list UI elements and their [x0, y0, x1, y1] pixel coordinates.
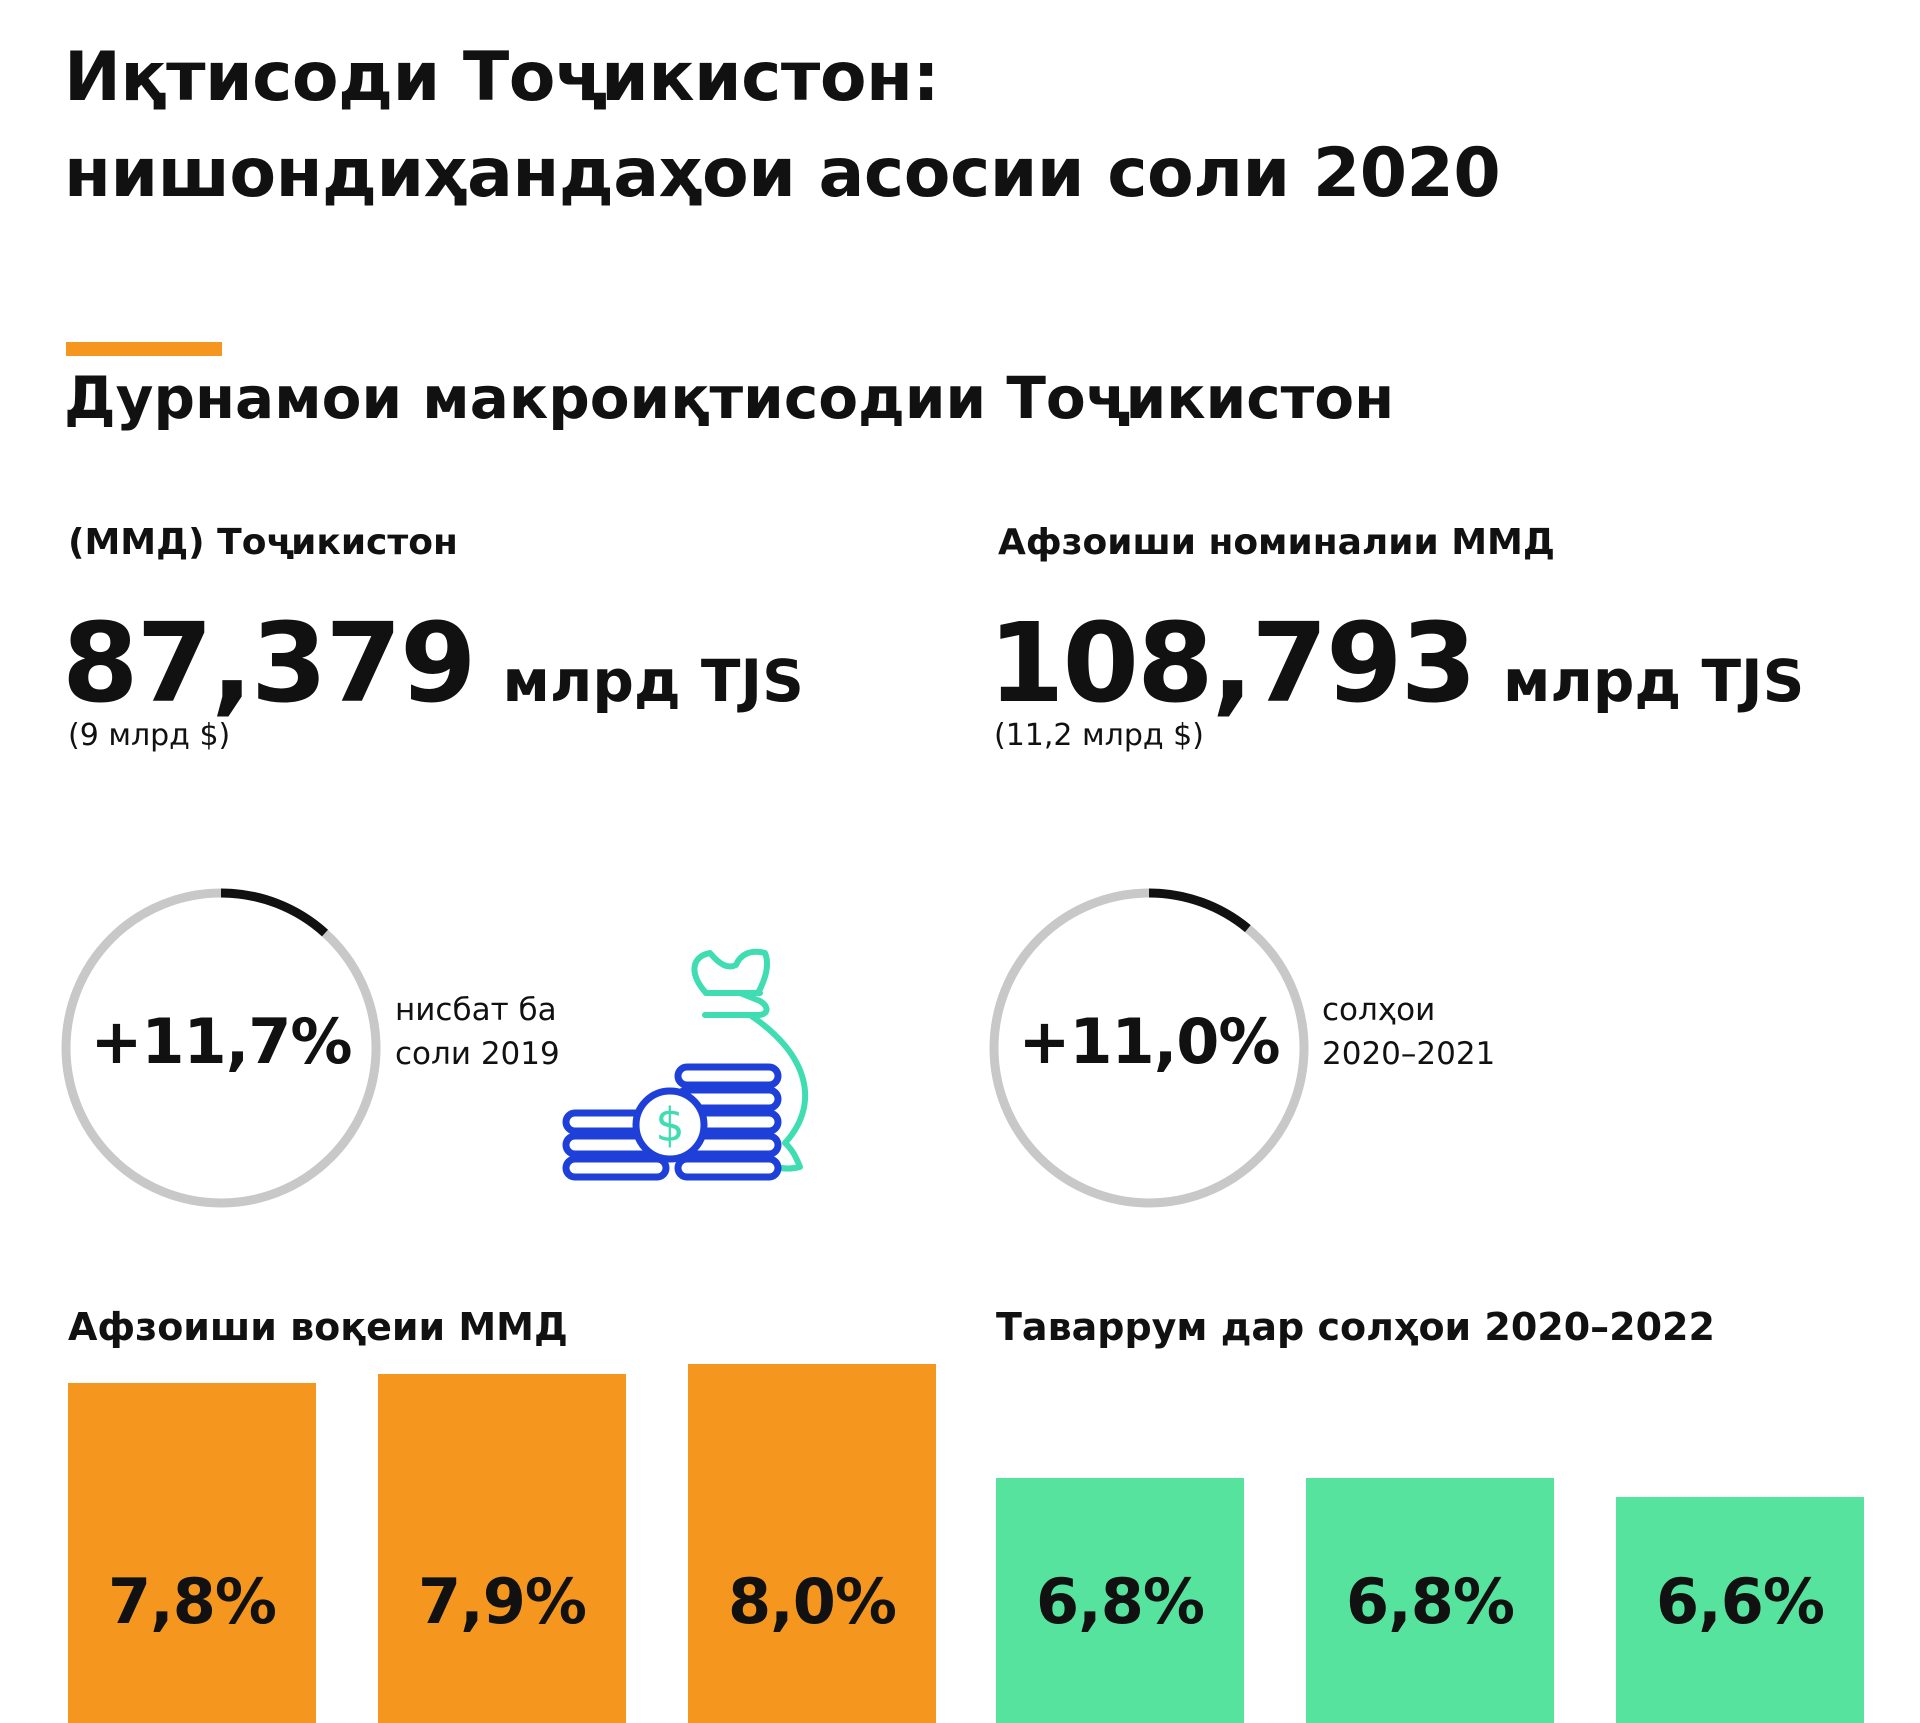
gauge-left-progress: [61, 888, 381, 1208]
gauge-left-note-line2: соли 2019: [395, 1036, 560, 1072]
gauge-left-note: нисбат ба соли 2019: [395, 988, 560, 1076]
bar-label-1-0: 6,8%: [1036, 1565, 1205, 1638]
bar-1-0: [996, 1478, 1244, 1723]
bar-chart-title-real-gdp: Афзоиши воқеии ММД: [68, 1305, 568, 1349]
bar-label-0-1: 7,9%: [418, 1565, 587, 1638]
kpi-right-number: 108,793: [988, 599, 1477, 727]
bar-0-0: [68, 1383, 316, 1723]
money-bag-coins-icon: $: [562, 948, 809, 1181]
page-title: Иқтисоди Тоҷикистон: нишондиҳандаҳои асо…: [64, 30, 1501, 222]
gauge-left: [61, 888, 381, 1208]
gauge-right: [989, 888, 1309, 1208]
title-line-1: Иқтисоди Тоҷикистон:: [64, 38, 940, 117]
title-line-2: нишондиҳандаҳои асосии соли 2020: [64, 134, 1501, 213]
kpi-right-value: 108,793 млрд TJS: [988, 608, 1804, 736]
gauge-right-value: +11,0%: [1018, 1005, 1280, 1078]
bar-0-2: [688, 1364, 936, 1723]
bar-label-1-2: 6,6%: [1656, 1565, 1825, 1638]
kpi-right-sub: (11,2 млрд $): [994, 718, 1204, 753]
bar-1-1: [1306, 1478, 1554, 1723]
svg-text:$: $: [655, 1098, 684, 1152]
gauge-right-progress: [989, 888, 1309, 1208]
kpi-left-unit: млрд TJS: [502, 647, 804, 715]
kpi-right-unit: млрд TJS: [1503, 647, 1805, 715]
gauge-right-note-line2: 2020–2021: [1322, 1036, 1496, 1072]
bar-0-1: [378, 1374, 626, 1723]
accent-divider: [66, 342, 222, 356]
kpi-left-value: 87,379 млрд TJS: [62, 608, 804, 736]
bar-chart-title-inflation: Таваррум дар солҳои 2020–2022: [996, 1305, 1715, 1349]
bar-1-2: [1616, 1497, 1864, 1723]
kpi-left-number: 87,379: [62, 599, 476, 727]
kpi-left-sub: (9 млрд $): [68, 718, 231, 753]
kpi-left-label: (ММД) Тоҷикистон: [68, 522, 458, 563]
gauge-right-note-line1: солҳои: [1322, 992, 1436, 1028]
gauge-left-value: +11,7%: [90, 1005, 352, 1078]
gauge-left-note-line1: нисбат ба: [395, 992, 557, 1028]
bar-label-0-0: 7,8%: [108, 1565, 277, 1638]
section-title: Дурнамои макроиқтисодии Тоҷикистон: [64, 364, 1395, 432]
kpi-right-label: Афзоиши номиналии ММД: [998, 522, 1555, 563]
bar-label-0-2: 8,0%: [728, 1565, 897, 1638]
gauge-right-note: солҳои 2020–2021: [1322, 988, 1495, 1076]
bar-label-1-1: 6,8%: [1346, 1565, 1515, 1638]
